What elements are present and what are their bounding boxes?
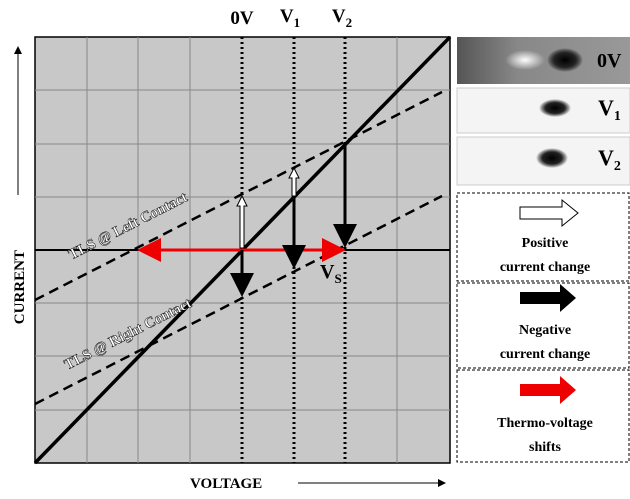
legend-text: current change <box>500 347 590 362</box>
legend-text: Negative <box>519 323 571 338</box>
shift-label: VS <box>320 261 342 286</box>
legend: Positive current change Negative current… <box>456 192 630 463</box>
panel-label: V2 <box>598 145 621 174</box>
axis-label: CURRENT <box>12 250 28 324</box>
legend-text: Positive <box>522 236 569 251</box>
marker: V1 <box>280 6 300 30</box>
panel-label: V1 <box>598 95 621 124</box>
legend-text: Thermo-voltage <box>497 416 593 431</box>
marker: 0V <box>230 8 254 29</box>
axis-label: VOLTAGE <box>190 476 262 492</box>
markers: 0V V1 V2 <box>230 6 352 30</box>
panel-label: 0V <box>597 50 622 72</box>
plot: TLS @ Left Contact TLS @ Right Contact V… <box>33 35 452 465</box>
panels: 0V V1 V2 <box>456 37 630 186</box>
marker: V2 <box>332 6 352 30</box>
legend-text: shifts <box>529 440 561 455</box>
legend-text: current change <box>500 260 590 275</box>
